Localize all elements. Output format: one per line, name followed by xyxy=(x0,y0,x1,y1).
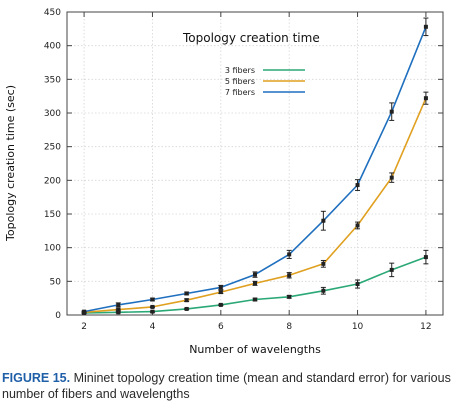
y-tick-label: 450 xyxy=(44,8,61,18)
data-point xyxy=(423,96,428,101)
data-point xyxy=(116,310,121,315)
data-point xyxy=(184,291,189,296)
data-point xyxy=(116,302,121,307)
data-point xyxy=(355,282,360,287)
y-tick-label: 50 xyxy=(50,277,62,287)
series-group xyxy=(81,17,429,315)
y-axis-title: Topology creation time (sec) xyxy=(4,85,17,242)
data-point xyxy=(423,24,428,29)
y-tick-label: 0 xyxy=(55,311,61,321)
x-tick-label: 6 xyxy=(218,322,224,332)
data-point xyxy=(287,252,292,257)
chart: 0 50 100 150 200 250 300 350 400 450 2 4 6 8 10 12 Top… xyxy=(4,8,444,356)
data-point xyxy=(321,218,326,223)
data-point xyxy=(150,309,155,314)
data-point xyxy=(82,309,87,314)
data-point xyxy=(321,261,326,266)
data-point xyxy=(355,183,360,188)
data-point xyxy=(116,307,121,312)
legend-label: 5 fibers xyxy=(225,77,255,86)
x-tick-label: 2 xyxy=(81,322,87,332)
grid xyxy=(67,11,443,316)
y-tick-label: 350 xyxy=(44,75,61,85)
data-point xyxy=(218,290,223,295)
y-tick-label: 250 xyxy=(44,143,61,153)
data-point xyxy=(389,109,394,114)
data-point xyxy=(150,304,155,309)
data-point xyxy=(389,267,394,272)
data-point xyxy=(218,285,223,290)
y-tick-label: 400 xyxy=(44,42,61,52)
x-tick-label: 12 xyxy=(420,322,431,332)
data-point xyxy=(150,297,155,302)
legend: 3 fibers 5 fibers 7 fibers xyxy=(225,66,305,97)
data-point xyxy=(253,272,257,277)
legend-label: 3 fibers xyxy=(225,66,255,75)
legend-label: 7 fibers xyxy=(225,88,255,97)
series-line xyxy=(84,97,427,314)
data-point xyxy=(321,288,326,293)
plot-frame xyxy=(66,11,444,316)
data-point xyxy=(253,281,257,286)
figure-caption: FIGURE 15. Mininet topology creation tim… xyxy=(2,370,472,402)
series-7-fibers xyxy=(81,17,429,314)
x-tick-label: 10 xyxy=(352,322,364,332)
data-point xyxy=(355,223,360,228)
y-tick-label: 150 xyxy=(44,210,61,220)
y-tick-label: 300 xyxy=(44,109,61,119)
figure-label: FIGURE 15. xyxy=(2,371,71,385)
x-tick-label: 4 xyxy=(150,322,156,332)
y-ticks: 0 50 100 150 200 250 300 350 400 450 xyxy=(44,8,443,321)
x-axis-title: Number of wavelengths xyxy=(189,343,321,356)
chart-title: Topology creation time xyxy=(182,31,320,45)
series-line xyxy=(83,26,427,313)
y-tick-label: 100 xyxy=(44,244,61,254)
data-point xyxy=(253,297,257,302)
data-point xyxy=(184,298,189,303)
data-point xyxy=(184,306,189,311)
x-tick-label: 8 xyxy=(286,322,292,332)
y-tick-label: 200 xyxy=(44,176,61,186)
data-point xyxy=(287,273,292,278)
figure-caption-text: Mininet topology creation time (mean and… xyxy=(2,371,451,401)
data-point xyxy=(287,294,292,299)
data-point xyxy=(423,255,428,260)
x-ticks: 2 4 6 8 10 12 xyxy=(81,12,432,332)
data-point xyxy=(218,302,223,307)
data-point xyxy=(389,175,394,180)
